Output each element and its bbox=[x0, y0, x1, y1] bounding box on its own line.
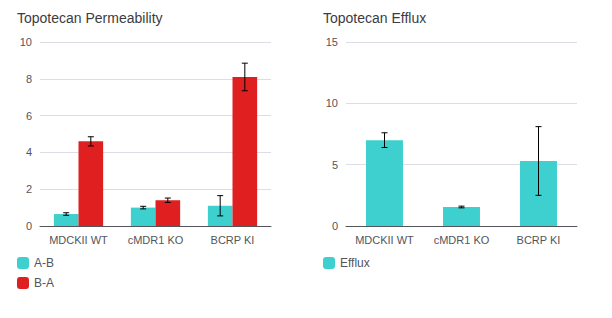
svg-text:Topotecan Permeability: Topotecan Permeability bbox=[17, 10, 163, 26]
svg-text:2: 2 bbox=[26, 183, 32, 195]
svg-text:0: 0 bbox=[332, 220, 338, 232]
svg-text:6: 6 bbox=[26, 110, 32, 122]
svg-text:cMDR1 KO: cMDR1 KO bbox=[434, 234, 490, 246]
svg-text:0: 0 bbox=[26, 220, 32, 232]
svg-text:MDCKII WT: MDCKII WT bbox=[49, 234, 108, 246]
svg-text:B-A: B-A bbox=[34, 276, 54, 290]
svg-text:4: 4 bbox=[26, 146, 32, 158]
svg-text:BCRP KI: BCRP KI bbox=[517, 234, 561, 246]
svg-text:Efflux: Efflux bbox=[340, 256, 370, 270]
svg-text:MDCKII WT: MDCKII WT bbox=[355, 234, 414, 246]
svg-text:10: 10 bbox=[20, 36, 32, 48]
svg-text:Topotecan Efflux: Topotecan Efflux bbox=[323, 10, 426, 26]
svg-text:cMDR1 KO: cMDR1 KO bbox=[128, 234, 184, 246]
svg-text:15: 15 bbox=[326, 36, 338, 48]
svg-text:A-B: A-B bbox=[34, 256, 54, 270]
svg-text:BCRP KI: BCRP KI bbox=[211, 234, 255, 246]
svg-text:5: 5 bbox=[332, 159, 338, 171]
svg-text:10: 10 bbox=[326, 97, 338, 109]
svg-text:8: 8 bbox=[26, 73, 32, 85]
